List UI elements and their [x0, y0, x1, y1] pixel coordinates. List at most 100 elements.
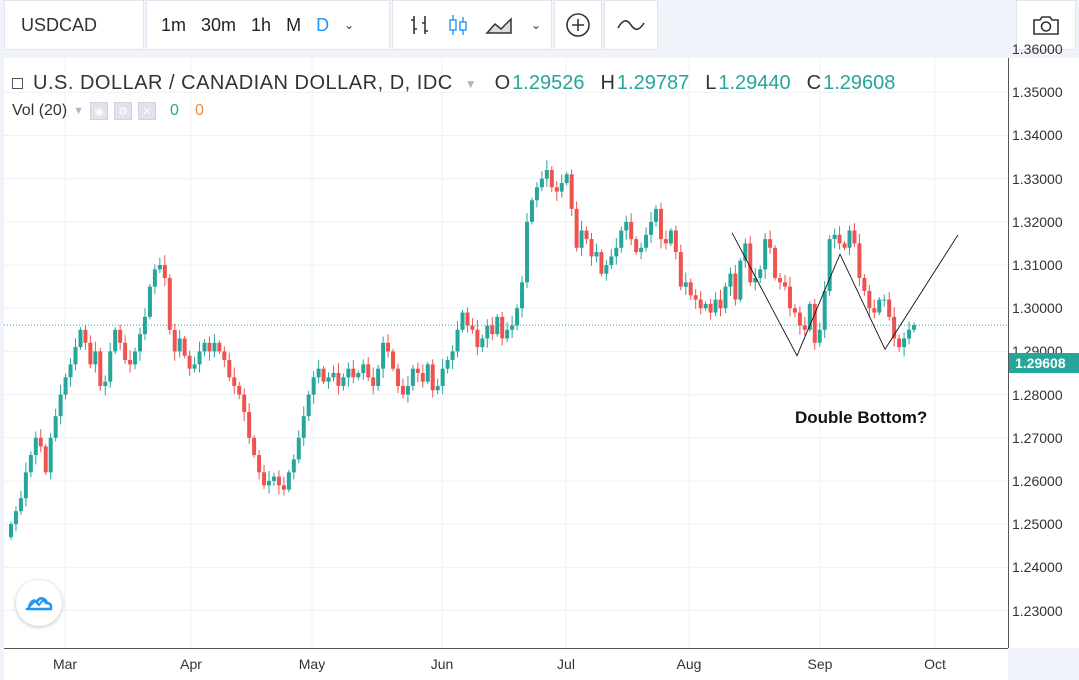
- candle-body: [38, 437, 43, 447]
- candle-body: [371, 377, 376, 386]
- price-tick: 1.26000: [1012, 472, 1063, 489]
- candle-body: [296, 437, 301, 460]
- candle-body: [202, 342, 207, 352]
- candle-body: [510, 325, 515, 330]
- area-chart-icon[interactable]: [485, 13, 515, 37]
- candle-body: [157, 265, 162, 270]
- candle-body: [877, 299, 882, 313]
- low-value: 1.29440: [718, 72, 791, 94]
- volume-label[interactable]: Vol (20): [12, 102, 68, 119]
- close-icon[interactable]: ✕: [138, 102, 157, 120]
- settings-gear-icon[interactable]: ⚙: [114, 102, 133, 120]
- candle-body: [460, 312, 465, 330]
- candle-body: [440, 368, 445, 386]
- close-label: C: [806, 72, 822, 94]
- candle-body: [341, 377, 346, 386]
- candle-body: [197, 351, 202, 365]
- compare-button[interactable]: [604, 0, 658, 50]
- candle-body: [43, 446, 48, 473]
- interval-dropdown-chevron-down-icon[interactable]: ⌄: [344, 18, 355, 32]
- interval-1m[interactable]: 1m: [161, 14, 187, 35]
- tradingview-logo[interactable]: [16, 580, 62, 626]
- candle-body: [698, 299, 703, 309]
- candle-body: [207, 342, 212, 352]
- price-tick: 1.33000: [1012, 170, 1063, 187]
- candle-body: [346, 368, 351, 378]
- time-tick: Jun: [430, 656, 454, 672]
- low-label: L: [705, 72, 717, 94]
- interval-month[interactable]: M: [286, 14, 302, 35]
- candle-body: [549, 170, 554, 188]
- candle-body: [559, 182, 564, 192]
- interval-30m[interactable]: 30m: [201, 14, 237, 35]
- candle-body: [103, 381, 108, 386]
- candle-body: [907, 329, 912, 339]
- candle-body: [227, 360, 232, 378]
- candle-body: [624, 221, 629, 231]
- candle-body: [118, 329, 123, 343]
- candle-body: [529, 200, 534, 222]
- add-indicator-button[interactable]: [554, 0, 602, 50]
- candle-body: [678, 252, 683, 287]
- time-axis[interactable]: [4, 648, 1008, 680]
- chart-annotation-text[interactable]: Double Bottom?: [795, 408, 928, 427]
- chart-type-group: ⌄: [392, 0, 552, 50]
- candle-body: [629, 221, 634, 240]
- candle-body: [271, 476, 276, 481]
- series-square-icon: [12, 78, 23, 89]
- series-caret-down-icon[interactable]: ▼: [464, 76, 477, 91]
- symbol-search[interactable]: USDCAD: [4, 0, 144, 50]
- candle-body: [718, 299, 723, 309]
- chart-pane[interactable]: [4, 58, 1008, 648]
- candle-body: [217, 342, 222, 352]
- candle-body: [138, 334, 142, 352]
- candle-body: [743, 243, 748, 261]
- candle-body: [594, 252, 599, 257]
- eye-icon[interactable]: ◉: [90, 102, 109, 120]
- candle-body: [18, 498, 23, 512]
- candle-body: [63, 377, 68, 395]
- candle-body: [842, 243, 847, 248]
- candle-body: [778, 277, 783, 283]
- interval-1h[interactable]: 1h: [251, 14, 272, 35]
- candle-body: [708, 303, 713, 313]
- candle-body: [574, 208, 579, 248]
- price-tick: 1.31000: [1012, 257, 1063, 274]
- volume-value-2: 0: [194, 102, 204, 119]
- series-title[interactable]: U.S. DOLLAR / CANADIAN DOLLAR, D, IDC: [33, 72, 453, 94]
- candle-body: [177, 338, 182, 352]
- price-tick: 1.28000: [1012, 386, 1063, 403]
- candle-body: [639, 247, 644, 253]
- candle-body: [733, 273, 738, 300]
- plus-circle-icon: [566, 13, 590, 37]
- candle-body: [361, 364, 366, 374]
- candle-body: [420, 373, 425, 382]
- candle-body: [286, 472, 291, 490]
- price-tick: 1.27000: [1012, 429, 1063, 446]
- candle-body: [649, 221, 654, 235]
- candle-body: [787, 286, 792, 309]
- interval-day[interactable]: D: [316, 14, 330, 35]
- volume-caret-down-icon[interactable]: ▼: [73, 105, 85, 117]
- candle-body: [505, 329, 510, 339]
- candle-body: [663, 239, 668, 244]
- chart-type-chevron-down-icon[interactable]: ⌄: [531, 18, 542, 32]
- price-tick: 1.35000: [1012, 84, 1063, 101]
- bars-chart-icon[interactable]: [409, 13, 431, 37]
- candle-body: [450, 351, 455, 361]
- price-tick: 1.32000: [1012, 213, 1063, 230]
- candle-body: [723, 286, 728, 309]
- candle-body: [882, 299, 887, 301]
- time-tick: Oct: [924, 656, 946, 672]
- candle-body: [654, 208, 658, 222]
- candles-chart-icon[interactable]: [447, 13, 469, 37]
- snapshot-button[interactable]: [1016, 0, 1076, 50]
- candle-body: [728, 273, 733, 287]
- candle-body: [93, 351, 98, 365]
- candle-body: [33, 437, 38, 456]
- candle-body: [673, 230, 678, 253]
- candle-body: [668, 230, 673, 244]
- candle-body: [267, 480, 271, 486]
- candle-body: [738, 260, 743, 300]
- time-tick: Mar: [52, 656, 78, 672]
